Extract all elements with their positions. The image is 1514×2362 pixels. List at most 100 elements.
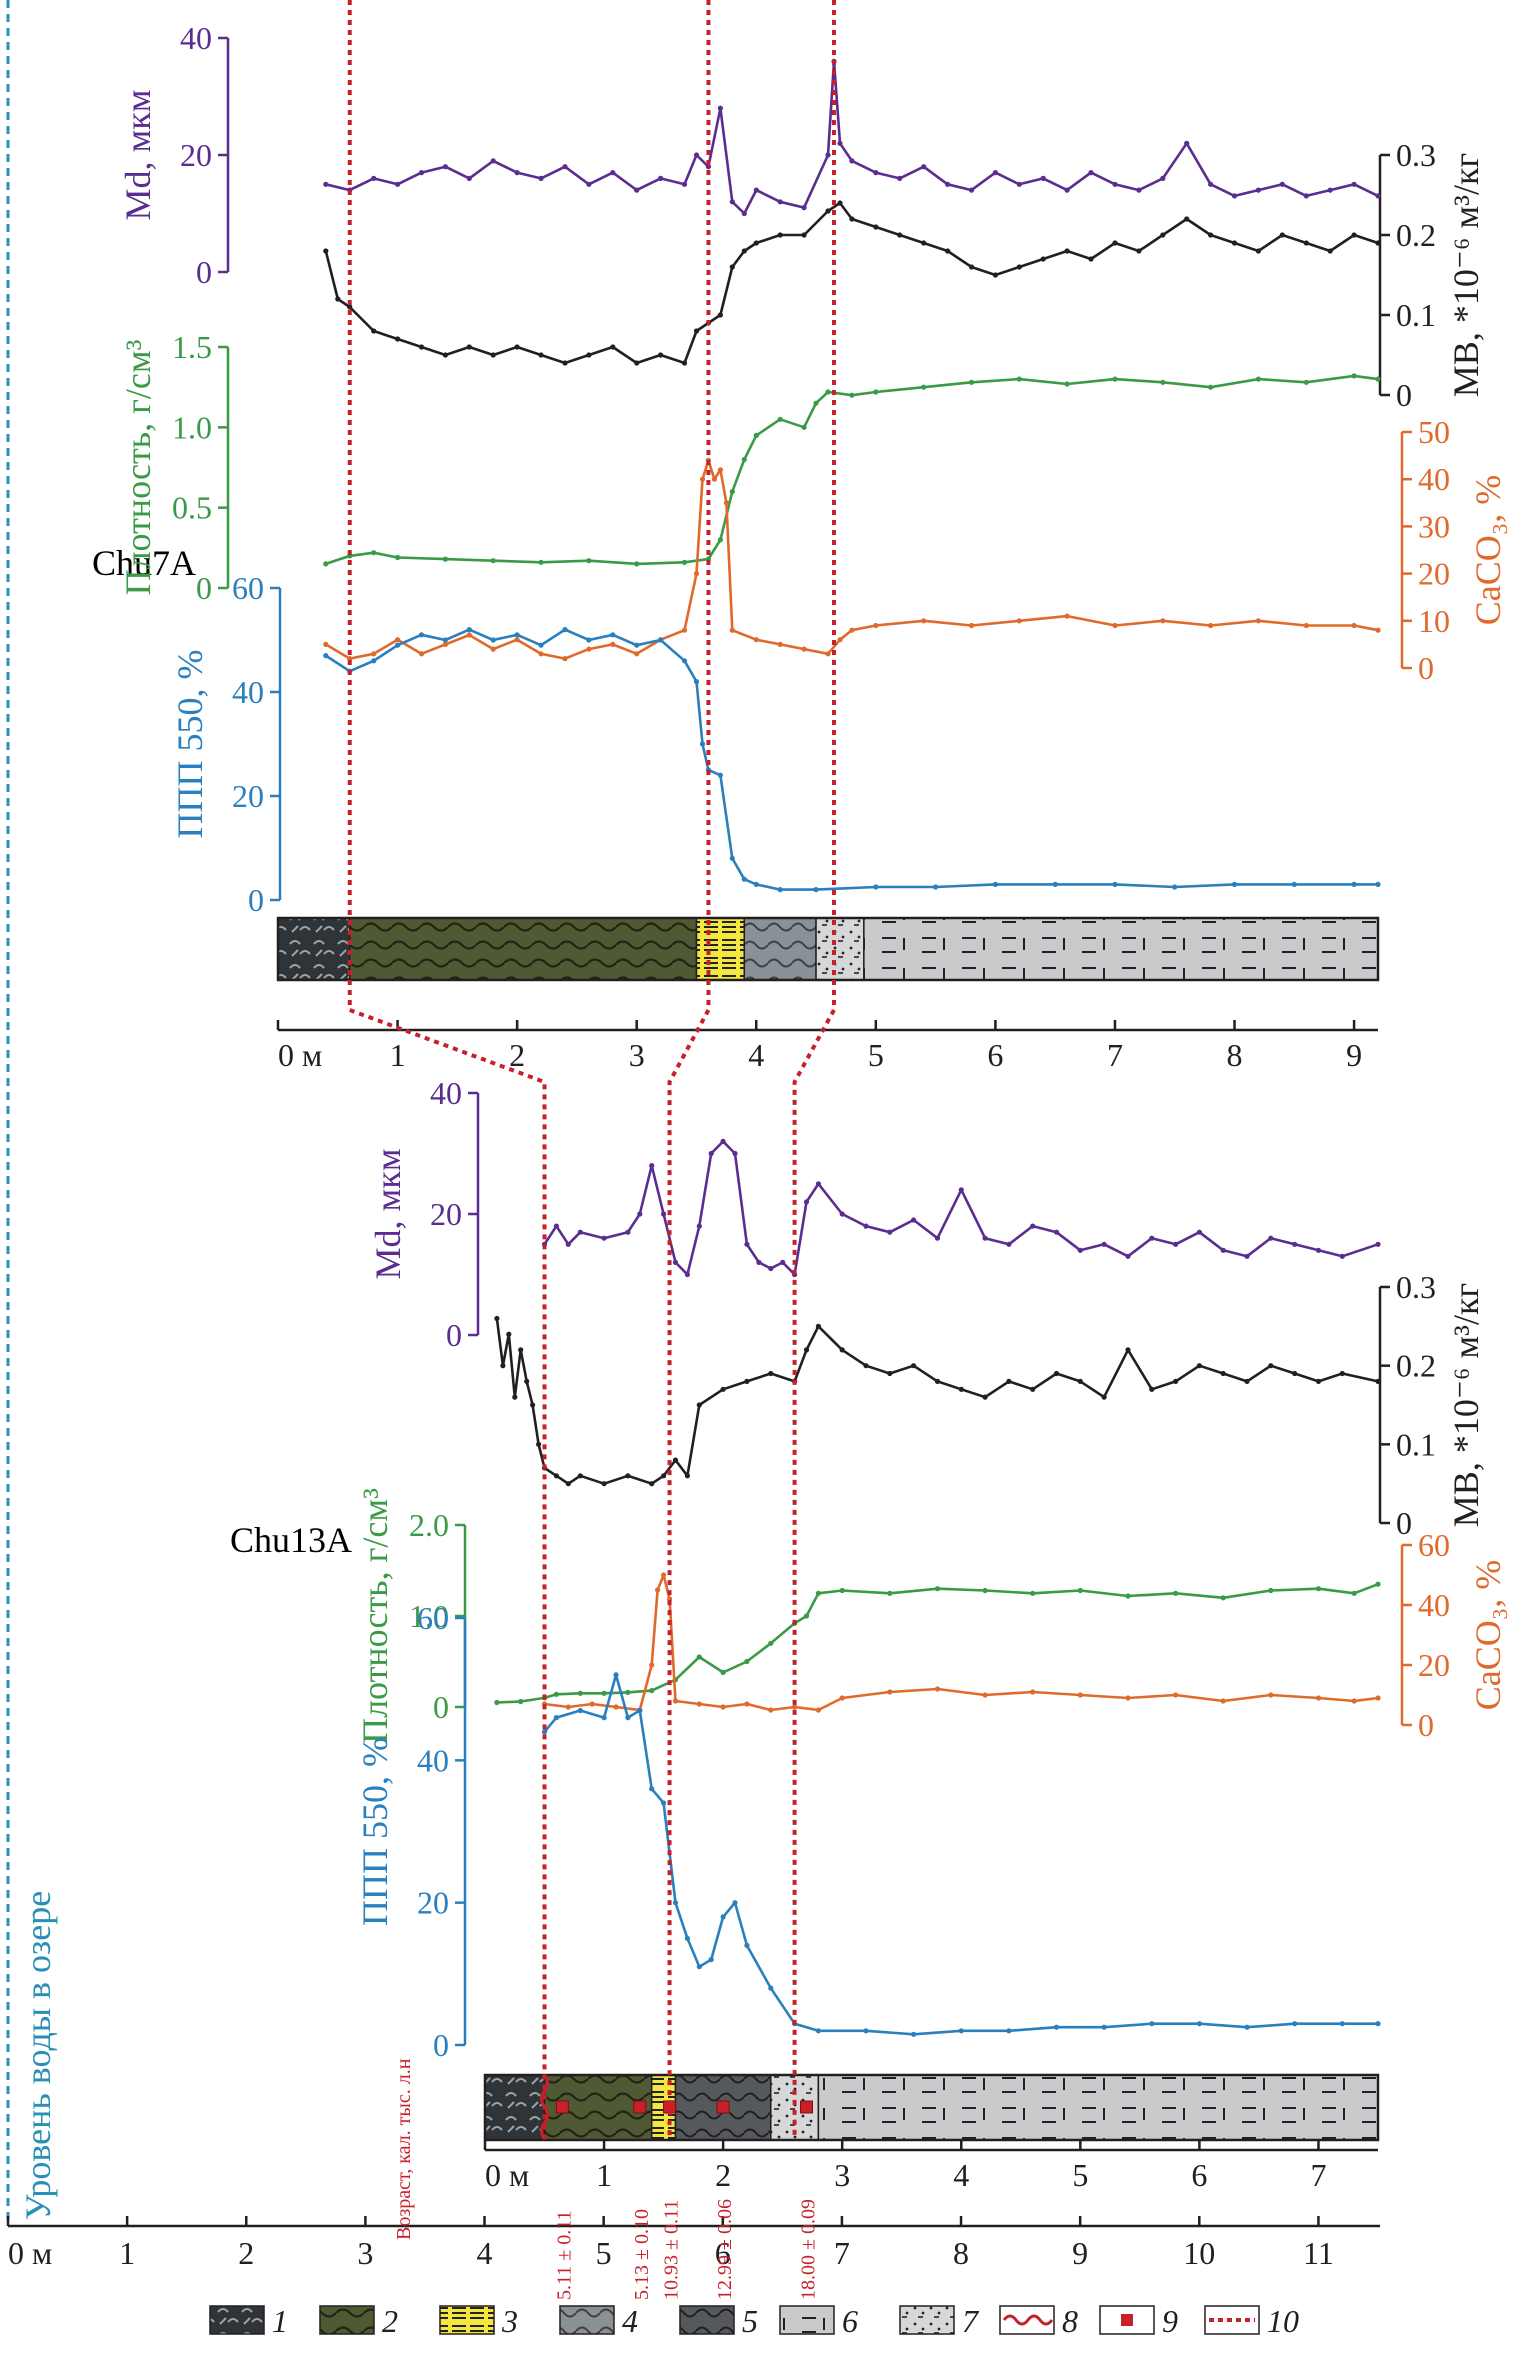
- density-tick-label: 0: [433, 1689, 449, 1725]
- caco3-point: [1112, 622, 1118, 629]
- depth-tick-label: 5: [868, 1037, 884, 1073]
- ppp-point: [1231, 881, 1238, 888]
- md-point: [658, 175, 664, 181]
- caco3-tick-label: 50: [1418, 414, 1450, 450]
- caco3-point: [442, 641, 448, 648]
- caco3-point: [1125, 1695, 1131, 1701]
- md-point: [1077, 1247, 1083, 1253]
- ppp-point: [1339, 2021, 1345, 2027]
- mb-tick-label: 0.3: [1396, 1269, 1436, 1305]
- mb-point: [777, 232, 783, 238]
- ppp-tick-label: 20: [417, 1885, 449, 1921]
- md-point: [577, 1229, 583, 1235]
- mb-point: [837, 200, 843, 206]
- md-point: [780, 1259, 786, 1265]
- core-label-chu13a: Chu13A: [230, 1520, 352, 1560]
- md-point: [1220, 1247, 1226, 1253]
- md-point: [1016, 181, 1022, 187]
- md-point: [1375, 1241, 1381, 1247]
- md-point: [1375, 193, 1381, 199]
- caco3-point: [873, 622, 879, 629]
- md-point: [395, 181, 401, 187]
- mb-point: [801, 232, 807, 238]
- density-point: [741, 456, 747, 463]
- md-point: [863, 1223, 869, 1229]
- mb-point: [717, 312, 724, 318]
- mb-point: [530, 1402, 536, 1408]
- density-point: [1375, 376, 1381, 382]
- age-label: 12.99 ± 0.06: [714, 2199, 736, 2300]
- ppp-point: [815, 2028, 822, 2034]
- density-tick-label: 1.0: [172, 409, 212, 445]
- ppp-point: [681, 658, 688, 664]
- density-tick-label: 0.5: [172, 490, 212, 526]
- caco3-point: [1208, 622, 1214, 629]
- caco3-point: [982, 1692, 988, 1698]
- mb-point: [1053, 1370, 1060, 1377]
- caco3-point: [655, 1587, 661, 1593]
- md-point: [1244, 1253, 1250, 1259]
- density-point: [873, 389, 879, 395]
- ppp-point: [720, 1914, 726, 1920]
- lake-level-axis: Уровень воды в озере 0 м 1 2 3 4 5 6 7 8 9 10 11: [6, 0, 1380, 2271]
- density-tick-label: 1.0: [409, 1598, 449, 1634]
- depth-tick-label: 0 м: [485, 2157, 529, 2193]
- mb-point: [1136, 248, 1142, 254]
- depth-tick-label: 0 м: [278, 1037, 322, 1073]
- caco3-point: [613, 1704, 619, 1710]
- lake-tick-label: 7: [834, 2235, 850, 2271]
- ppp-point: [911, 2031, 917, 2037]
- lake-tick-label: 11: [1303, 2235, 1334, 2271]
- density-point: [371, 550, 377, 556]
- caco3-point: [371, 651, 377, 657]
- ppp-point: [672, 1900, 679, 1906]
- ppp-point: [553, 1715, 560, 1721]
- density-point: [803, 1613, 810, 1619]
- density-point: [1160, 379, 1166, 385]
- chu13a-value-axes: 40 20 0 Md, мкм 0.3 0.2 0.1 0 МВ, *10⁻⁶ м³/кг 2.0…: [355, 1075, 1508, 2063]
- caco3-point: [1173, 1692, 1179, 1698]
- md-tick-label: 40: [430, 1075, 462, 1111]
- density-point: [1173, 1590, 1179, 1596]
- md-point: [934, 1235, 941, 1241]
- mb-point: [729, 264, 735, 270]
- density-point: [768, 1640, 774, 1646]
- caco3-point: [849, 627, 855, 633]
- mb-point: [625, 1473, 631, 1479]
- mb-point: [684, 1473, 691, 1479]
- ppp-point: [625, 1715, 631, 1721]
- caco3-point: [968, 622, 975, 629]
- md-point: [490, 158, 496, 164]
- mb-point: [335, 296, 341, 302]
- md-axis: 40 20 0 Md, мкм: [368, 1075, 480, 1353]
- age-sample-marker: [716, 2100, 730, 2114]
- caco3-point: [466, 632, 472, 638]
- caco3-point: [711, 476, 718, 482]
- lithology-frame: [276, 916, 1380, 982]
- md-axis-label: Md, мкм: [118, 89, 158, 220]
- mb-point: [934, 1378, 941, 1384]
- caco3-point: [729, 627, 735, 633]
- mb-point: [494, 1315, 500, 1322]
- lake-tick-label: 3: [357, 2235, 373, 2271]
- mb-point: [911, 1363, 917, 1369]
- md-point: [661, 1211, 667, 1217]
- lake-axis-ticks: 0 м 1 2 3 4 5 6 7 8 9 10 11: [6, 2216, 1334, 2271]
- legend-sample-symbol: [1121, 2314, 1133, 2326]
- md-point: [720, 1138, 726, 1144]
- density-point: [323, 561, 329, 567]
- age-sample-marker: [633, 2100, 647, 2114]
- mb-point: [1184, 216, 1190, 222]
- mb-axis: 0.3 0.2 0.1 0 МВ, *10⁻⁶ м³/кг: [1378, 1269, 1486, 1541]
- ppp-point: [613, 1672, 619, 1678]
- density-point: [634, 561, 640, 567]
- md-tick-label: 20: [180, 137, 212, 173]
- md-tick-label: 0: [446, 1317, 462, 1353]
- md-point: [753, 187, 759, 193]
- md-point: [1315, 1247, 1322, 1253]
- ppp-tick-label: 60: [417, 1600, 449, 1636]
- lake-tick-label: 10: [1183, 2235, 1215, 2271]
- caco3-point: [672, 1698, 679, 1704]
- md-point: [1303, 193, 1309, 199]
- density-axis-label: Плотность, г/см³: [118, 339, 158, 595]
